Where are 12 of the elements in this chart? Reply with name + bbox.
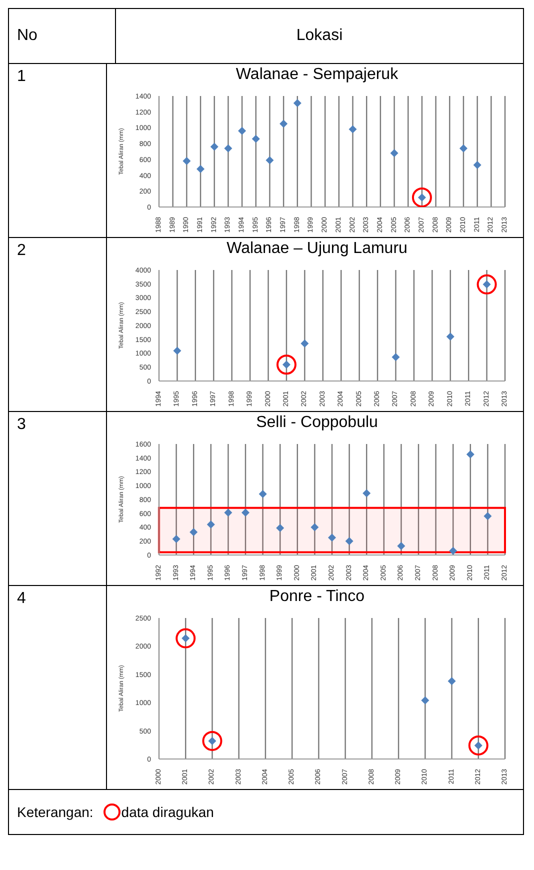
text: 3 xyxy=(17,416,27,434)
legend-label: data diragukan xyxy=(121,804,214,820)
chart-title: Walanae - Sempajeruk xyxy=(234,66,400,84)
text: Lokasi xyxy=(295,26,344,46)
text: No xyxy=(9,9,116,63)
chart-title: Selli - Coppobulu xyxy=(255,414,379,432)
text: 1 xyxy=(17,68,27,86)
text: 4 xyxy=(17,590,27,608)
text: 2 xyxy=(17,242,27,260)
legend-title: Keterangan: xyxy=(17,804,94,820)
chart-title: Walanae – Ujung Lamuru xyxy=(226,240,408,258)
chart-title: Ponre - Tinco xyxy=(268,588,366,606)
